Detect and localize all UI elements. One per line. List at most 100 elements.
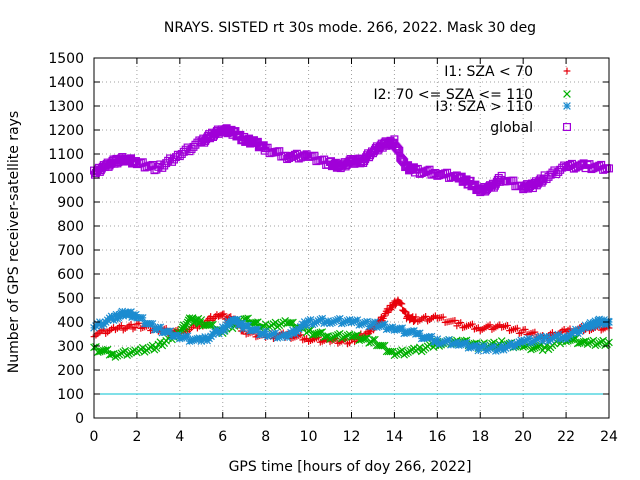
data-point-i1 <box>297 331 305 339</box>
chart-title: NRAYS. SISTED rt 30s mode. 266, 2022. Ma… <box>164 20 536 36</box>
data-point-i2 <box>252 318 260 327</box>
data-point-i2 <box>271 318 280 327</box>
axes-layer: 0 2 4 6 8 10 12 14 16 18 20 22 240100200300400500600… <box>48 51 618 445</box>
data-point-i1 <box>486 321 494 329</box>
data-point-i2 <box>182 320 191 329</box>
data-point-i1 <box>219 311 226 318</box>
data-point-i2 <box>181 322 190 331</box>
data-point-i3 <box>542 332 551 341</box>
data-point-i1 <box>513 324 521 332</box>
data-point-i1 <box>531 328 539 336</box>
y-tick-label: 1000 <box>48 171 84 187</box>
data-point-i2 <box>261 320 270 328</box>
data-point-i2 <box>180 324 189 333</box>
data-point-i2 <box>138 343 147 352</box>
data-point-i1 <box>439 313 447 321</box>
data-point-i2 <box>254 318 262 326</box>
data-point-i3 <box>445 336 453 344</box>
plot-frame <box>93 57 610 419</box>
data-point-i2 <box>339 333 348 342</box>
data-point-global <box>393 144 402 153</box>
data-point-i2 <box>328 334 336 342</box>
y-tick-label: 1100 <box>48 147 84 163</box>
data-point-i3 <box>183 332 192 340</box>
data-point-i2 <box>337 334 346 343</box>
data-point-i2 <box>332 332 340 340</box>
y-tick-label: 500 <box>57 291 84 307</box>
series-global <box>89 124 613 197</box>
legend-marker-global <box>562 122 571 131</box>
y-tick-label: 100 <box>57 387 84 403</box>
data-point-i3 <box>138 314 147 322</box>
data-point-i1 <box>451 317 459 324</box>
data-point-i1 <box>469 320 476 328</box>
x-axis-label: GPS time [hours of doy 266, 2022] <box>229 459 472 475</box>
legend-markers <box>562 67 571 131</box>
data-point-i1 <box>398 300 406 308</box>
data-point-i2 <box>103 345 112 354</box>
x-tick-label: 14 <box>386 429 404 445</box>
x-tick-label: 2 <box>132 429 141 445</box>
y-tick-label: 1400 <box>48 75 84 91</box>
data-point-i2 <box>371 335 379 344</box>
x-tick-label: 12 <box>343 429 361 445</box>
data-point-i1 <box>422 312 430 320</box>
data-point-i1 <box>402 308 410 316</box>
data-point-i1 <box>220 310 228 318</box>
x-tick-label: 16 <box>428 429 446 445</box>
x-tick-label: 6 <box>218 429 227 445</box>
y-tick-label: 300 <box>57 339 84 355</box>
x-tick-label: 22 <box>557 429 575 445</box>
x-tick-label: 18 <box>471 429 489 445</box>
data-point-i2 <box>107 350 116 359</box>
data-point-i3 <box>398 324 407 332</box>
data-point-i2 <box>101 346 110 354</box>
data-point-global <box>394 145 403 154</box>
data-point-i1 <box>457 319 465 327</box>
data-point-i3 <box>427 332 436 341</box>
y-tick-label: 1500 <box>48 51 84 67</box>
legend: I1: SZA < 70 I2: 70 <= SZA <= 110 I3: SZ… <box>373 64 571 136</box>
series-i3 <box>90 307 613 355</box>
y-tick-label: 900 <box>57 195 84 211</box>
data-point-i3 <box>156 323 165 332</box>
y-tick-label: 200 <box>57 363 84 379</box>
y-tick-label: 1200 <box>48 123 84 139</box>
x-tick-label: 20 <box>514 429 532 445</box>
data-point-i2 <box>532 343 541 351</box>
legend-label-i3: I3: SZA > 110 <box>435 99 533 115</box>
x-tick-label: 10 <box>300 429 318 445</box>
legend-marker-i1 <box>563 67 571 75</box>
legend-label-i1: I1: SZA < 70 <box>444 64 533 80</box>
legend-label-global: global <box>490 120 533 136</box>
legend-label-i2: I2: 70 <= SZA <= 110 <box>373 87 533 103</box>
data-point-i1 <box>127 321 135 328</box>
x-tick-label: 0 <box>90 429 99 445</box>
data-point-i2 <box>579 337 588 346</box>
y-tick-label: 0 <box>75 411 84 427</box>
legend-marker-i2 <box>563 90 571 98</box>
data-point-i2 <box>343 331 352 340</box>
data-point-i3 <box>148 319 157 328</box>
data-point-i1 <box>504 322 511 329</box>
grid-layer <box>94 58 609 418</box>
data-layer <box>89 124 613 361</box>
data-point-i2 <box>369 335 377 344</box>
data-point-i2 <box>529 344 537 353</box>
data-point-i2 <box>322 332 330 341</box>
y-tick-label: 800 <box>57 219 84 235</box>
y-tick-label: 400 <box>57 315 84 331</box>
data-point-i2 <box>388 347 397 356</box>
data-point-i1 <box>412 313 420 321</box>
data-point-i1 <box>521 325 529 333</box>
legend-marker-i3 <box>563 102 571 110</box>
data-point-i2 <box>326 335 334 343</box>
y-tick-label: 1300 <box>48 99 84 115</box>
y-tick-label: 600 <box>57 267 84 283</box>
x-tick-label: 24 <box>600 429 618 445</box>
data-point-i2 <box>531 344 539 352</box>
data-point-i2 <box>378 341 387 350</box>
data-point-i1 <box>131 324 139 331</box>
y-axis-label: Number of GPS receiver-satellite rays <box>6 111 22 373</box>
x-tick-label: 4 <box>175 429 184 445</box>
